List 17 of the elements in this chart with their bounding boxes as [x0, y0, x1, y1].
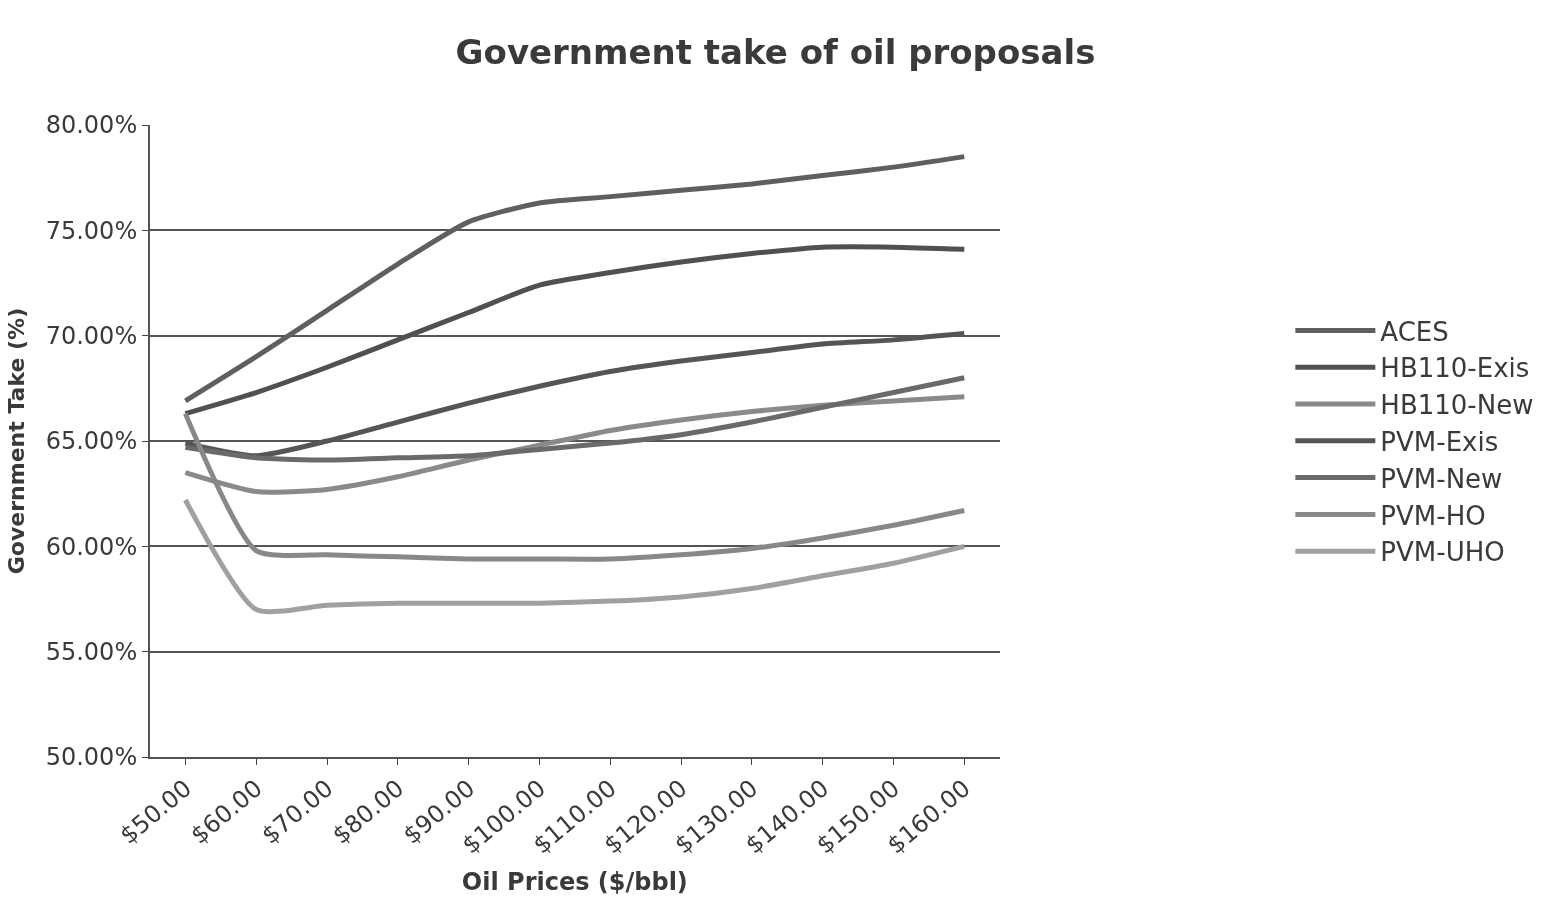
y-tick-label: 50.00% — [45, 743, 138, 772]
legend-label: ACES — [1380, 316, 1449, 347]
legend-label: PVM-UHO — [1380, 537, 1505, 568]
y-tick-label: 55.00% — [45, 638, 138, 667]
legend-label: PVM-Exis — [1380, 426, 1499, 457]
x-axis-title: Oil Prices ($/bbl) — [461, 868, 688, 897]
y-tick-label: 75.00% — [45, 216, 138, 245]
legend-label: PVM-HO — [1380, 500, 1486, 531]
y-tick-label: 70.00% — [45, 322, 138, 351]
legend-label: HB110-New — [1380, 390, 1534, 421]
y-tick-label: 65.00% — [45, 427, 138, 456]
y-axis-title: Government Take (%) — [3, 307, 29, 575]
y-tick-label: 60.00% — [45, 532, 138, 561]
y-tick-label: 80.00% — [45, 111, 138, 140]
chart-title: Government take of oil proposals — [455, 32, 1096, 73]
legend-label: PVM-New — [1380, 463, 1503, 494]
legend-label: HB110-Exis — [1380, 353, 1530, 384]
